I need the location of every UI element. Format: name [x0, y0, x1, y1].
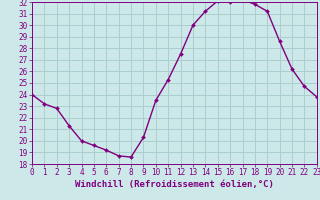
X-axis label: Windchill (Refroidissement éolien,°C): Windchill (Refroidissement éolien,°C) [75, 180, 274, 189]
